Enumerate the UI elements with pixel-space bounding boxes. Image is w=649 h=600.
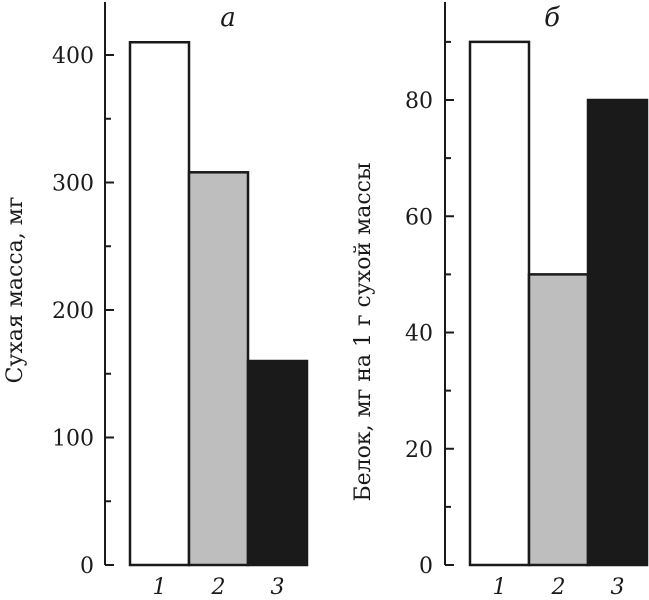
y-tick-label-a-200: 200: [52, 299, 94, 324]
bar-b-2: [527, 273, 590, 567]
y-tick-label-b-20: 20: [405, 438, 433, 463]
y-tick-label-b-60: 60: [405, 205, 433, 230]
panel-label-a: а: [220, 3, 236, 33]
bar-b-1: [468, 40, 531, 567]
category-label-a-1: 1: [153, 575, 167, 600]
chart-panel-b: 1 2 3 0 20 40 60 80 Белок, мг на 1 г сухой массы…: [351, 2, 649, 600]
panel-label-b: б: [544, 3, 560, 33]
y-tick-label-b-80: 80: [405, 89, 433, 114]
category-label-b-1: 1: [493, 575, 507, 600]
bar-a-2: [187, 171, 250, 567]
y-tick-label-a-400: 400: [52, 44, 94, 69]
category-label-a-3: 3: [271, 575, 285, 600]
y-tick-label-b-0: 0: [419, 554, 433, 579]
category-label-b-2: 2: [551, 575, 566, 600]
y-axis-title-a: Сухая масса, мг: [3, 197, 28, 384]
category-label-b-3: 3: [611, 575, 625, 600]
y-tick-label-a-300: 300: [52, 172, 94, 197]
y-tick-label-b-40: 40: [405, 322, 433, 347]
category-label-a-2: 2: [211, 575, 226, 600]
bar-b-3: [586, 98, 649, 567]
y-tick-label-a-0: 0: [80, 554, 94, 579]
bar-a-1: [128, 41, 191, 567]
y-tick-label-a-100: 100: [52, 427, 94, 452]
chart-panel-a: 1 2 3 0 100 200 300 400 Сухая масса, мг а: [3, 2, 309, 600]
y-axis-title-b: Белок, мг на 1 г сухой массы: [351, 162, 376, 501]
bar-a-3: [246, 359, 309, 567]
